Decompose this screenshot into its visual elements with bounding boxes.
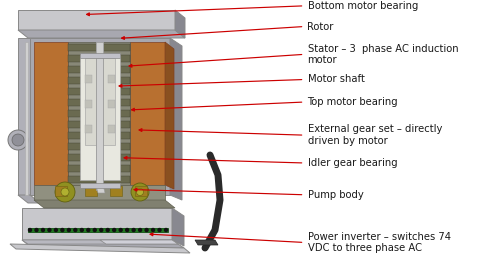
- Polygon shape: [55, 186, 67, 196]
- Text: Idler gear bearing: Idler gear bearing: [308, 158, 397, 168]
- Polygon shape: [195, 240, 218, 245]
- Polygon shape: [110, 186, 122, 196]
- Circle shape: [119, 228, 122, 232]
- Polygon shape: [85, 58, 115, 145]
- Circle shape: [158, 228, 161, 232]
- Text: Top motor bearing: Top motor bearing: [308, 97, 398, 107]
- Polygon shape: [68, 55, 130, 62]
- Polygon shape: [130, 42, 165, 185]
- Circle shape: [152, 228, 154, 232]
- Circle shape: [48, 228, 51, 232]
- Circle shape: [106, 228, 109, 232]
- Polygon shape: [170, 38, 182, 200]
- Polygon shape: [108, 125, 115, 133]
- Circle shape: [131, 183, 149, 201]
- Polygon shape: [18, 10, 175, 30]
- Circle shape: [8, 130, 28, 150]
- Polygon shape: [96, 42, 103, 58]
- Polygon shape: [22, 208, 172, 240]
- Polygon shape: [68, 88, 130, 95]
- Polygon shape: [25, 42, 28, 195]
- Polygon shape: [22, 240, 184, 248]
- Polygon shape: [68, 44, 130, 51]
- Polygon shape: [68, 165, 130, 172]
- Circle shape: [94, 228, 96, 232]
- Polygon shape: [108, 100, 115, 108]
- Polygon shape: [80, 55, 120, 180]
- Polygon shape: [18, 30, 185, 38]
- Circle shape: [87, 228, 90, 232]
- Circle shape: [54, 228, 58, 232]
- Polygon shape: [165, 42, 174, 189]
- Polygon shape: [80, 53, 120, 58]
- Polygon shape: [85, 186, 97, 196]
- Polygon shape: [80, 183, 120, 188]
- Circle shape: [136, 188, 143, 196]
- Circle shape: [132, 228, 135, 232]
- Circle shape: [35, 228, 38, 232]
- Circle shape: [145, 228, 148, 232]
- Polygon shape: [34, 185, 165, 200]
- Text: Stator – 3  phase AC induction
motor: Stator – 3 phase AC induction motor: [308, 43, 458, 65]
- Text: Pump body: Pump body: [308, 190, 363, 200]
- Polygon shape: [68, 77, 130, 84]
- Polygon shape: [68, 99, 130, 106]
- Polygon shape: [68, 132, 130, 139]
- Circle shape: [80, 228, 84, 232]
- Circle shape: [138, 228, 141, 232]
- Polygon shape: [68, 110, 130, 117]
- Text: Rotor: Rotor: [308, 21, 334, 32]
- Polygon shape: [172, 208, 184, 246]
- Polygon shape: [22, 240, 178, 244]
- Polygon shape: [100, 240, 178, 244]
- Circle shape: [12, 134, 24, 146]
- Polygon shape: [28, 228, 168, 232]
- Text: Power inverter – switches 74
VDC to three phase AC: Power inverter – switches 74 VDC to thre…: [308, 232, 450, 253]
- Polygon shape: [175, 10, 185, 38]
- Text: Motor shaft: Motor shaft: [308, 74, 364, 85]
- Polygon shape: [10, 244, 190, 253]
- Circle shape: [55, 182, 75, 202]
- Circle shape: [164, 228, 168, 232]
- Text: External gear set – directly
driven by motor: External gear set – directly driven by m…: [308, 124, 442, 146]
- Polygon shape: [68, 121, 130, 128]
- Polygon shape: [135, 186, 147, 196]
- Circle shape: [42, 228, 44, 232]
- Circle shape: [126, 228, 128, 232]
- Circle shape: [61, 188, 69, 196]
- Polygon shape: [96, 42, 103, 190]
- Circle shape: [112, 228, 116, 232]
- Polygon shape: [85, 125, 92, 133]
- Polygon shape: [108, 75, 115, 83]
- Polygon shape: [34, 42, 68, 185]
- Polygon shape: [18, 195, 40, 203]
- Circle shape: [100, 228, 102, 232]
- Polygon shape: [85, 75, 92, 83]
- Polygon shape: [18, 38, 30, 195]
- Polygon shape: [30, 38, 170, 195]
- Circle shape: [61, 228, 64, 232]
- Polygon shape: [68, 66, 130, 73]
- Polygon shape: [68, 42, 130, 185]
- Circle shape: [68, 228, 70, 232]
- Polygon shape: [85, 100, 92, 108]
- Text: Bottom motor bearing: Bottom motor bearing: [308, 1, 418, 11]
- Polygon shape: [68, 143, 130, 150]
- Polygon shape: [96, 185, 105, 193]
- Polygon shape: [68, 176, 130, 183]
- Circle shape: [28, 228, 32, 232]
- Polygon shape: [34, 200, 175, 208]
- Polygon shape: [68, 154, 130, 161]
- Circle shape: [74, 228, 77, 232]
